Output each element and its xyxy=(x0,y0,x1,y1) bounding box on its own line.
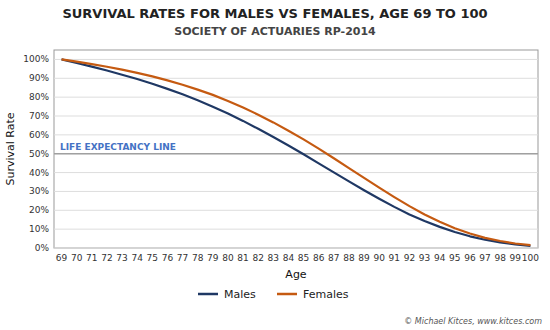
credit: © Michael Kitces, www.kitces.com xyxy=(404,317,542,326)
x-tick-label: 100 xyxy=(522,253,539,263)
x-tick-label: 69 xyxy=(56,253,68,263)
title: SURVIVAL RATES FOR MALES VS FEMALES, AGE… xyxy=(62,6,487,21)
plot-frame xyxy=(54,50,538,248)
y-grid xyxy=(54,59,538,248)
x-tick-label: 99 xyxy=(510,253,522,263)
y-tick-label: 30% xyxy=(29,186,49,196)
legend-label: Females xyxy=(303,288,349,301)
x-tick-label: 83 xyxy=(268,253,279,263)
grid-line xyxy=(54,248,538,249)
y-tick-label: 100% xyxy=(23,54,49,64)
chart: SURVIVAL RATES FOR MALES VS FEMALES, AGE… xyxy=(0,0,550,330)
x-tick-label: 82 xyxy=(252,253,263,263)
y-tick-label: 50% xyxy=(29,149,49,159)
reference-line xyxy=(54,153,538,155)
x-tick-label: 93 xyxy=(419,253,430,263)
grid-line xyxy=(54,97,538,98)
grid-line xyxy=(54,191,538,192)
grid-line xyxy=(54,172,538,173)
legend-label: Males xyxy=(224,288,256,301)
grid-line xyxy=(54,59,538,60)
x-tick-label: 95 xyxy=(449,253,460,263)
x-tick-label: 89 xyxy=(358,253,370,263)
x-tick-label: 76 xyxy=(162,253,174,263)
legend-swatch xyxy=(277,293,297,296)
plot-area xyxy=(54,59,538,246)
x-tick-label: 71 xyxy=(86,253,97,263)
y-tick-label: 0% xyxy=(35,243,50,253)
x-tick-label: 94 xyxy=(434,253,446,263)
x-tick-label: 78 xyxy=(192,253,204,263)
subtitle: SOCIETY OF ACTUARIES RP-2014 xyxy=(174,25,376,38)
y-axis-label: Survival Rate xyxy=(4,112,17,185)
y-tick-label: 70% xyxy=(29,111,49,121)
x-axis-label: Age xyxy=(285,268,307,281)
x-tick-label: 79 xyxy=(207,253,219,263)
y-tick-label: 80% xyxy=(29,92,49,102)
y-tick-label: 20% xyxy=(29,205,49,215)
y-tick-label: 40% xyxy=(29,168,49,178)
x-tick-label: 87 xyxy=(328,253,339,263)
x-tick-label: 73 xyxy=(116,253,127,263)
x-tick-label: 80 xyxy=(222,253,234,263)
annotation: LIFE EXPECTANCY LINE xyxy=(60,142,176,152)
grid-line xyxy=(54,210,538,211)
series-line xyxy=(62,59,531,245)
x-tick-label: 86 xyxy=(313,253,325,263)
x-tick-label: 92 xyxy=(404,253,415,263)
y-tick-label: 90% xyxy=(29,73,49,83)
x-tick-label: 81 xyxy=(237,253,248,263)
y-tick-label: 60% xyxy=(29,130,49,140)
x-tick-label: 75 xyxy=(147,253,158,263)
grid-line xyxy=(54,229,538,230)
x-tick-label: 72 xyxy=(101,253,112,263)
x-tick-label: 91 xyxy=(389,253,400,263)
x-tick-label: 85 xyxy=(298,253,309,263)
x-tick-label: 98 xyxy=(494,253,506,263)
x-tick-label: 97 xyxy=(479,253,490,263)
grid-line xyxy=(54,78,538,79)
x-tick-label: 88 xyxy=(343,253,355,263)
x-tick-label: 84 xyxy=(283,253,295,263)
x-tick-label: 96 xyxy=(464,253,476,263)
grid-line xyxy=(54,116,538,117)
x-tick-label: 77 xyxy=(177,253,188,263)
x-tick-label: 70 xyxy=(71,253,83,263)
series-line xyxy=(62,59,531,246)
x-tick-label: 90 xyxy=(373,253,385,263)
grid-line xyxy=(54,153,538,154)
legend-swatch xyxy=(198,293,218,296)
y-tick-label: 10% xyxy=(29,224,49,234)
legend: Males Females xyxy=(198,288,349,301)
x-tick-label: 74 xyxy=(131,253,143,263)
